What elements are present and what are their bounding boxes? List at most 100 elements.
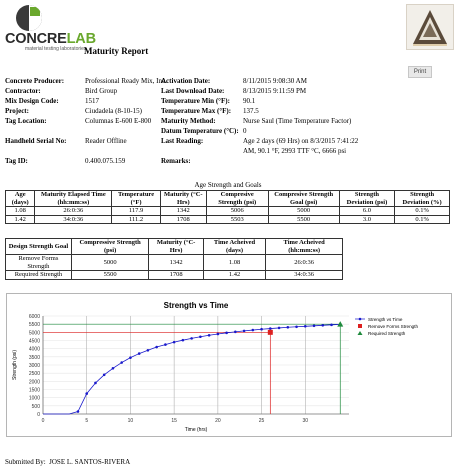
info-value: 137.5 [243,107,259,115]
info-label: Contractor: [5,87,41,95]
table-cell: 5503 [205,214,269,224]
strength-point [260,327,263,331]
strength-point [286,325,290,329]
strength-point [190,337,193,340]
column-header: Maturity (°C-Hrs) [148,238,204,255]
table-cell: Required Strength [5,270,72,280]
info-label: Concrete Producer: [5,77,65,85]
company-tagline: material testing laboratories [25,46,87,52]
strength-point [85,392,89,395]
table-row: 1.42 34:0:36 111.2 1708 5503 5500 3.0 0.1% [4,214,450,224]
submitted-by: Submitted By: JOSE L. SANTOS-RIVERA [5,458,131,466]
table-cell: 1.08 [202,254,267,271]
strength-point [312,324,316,328]
table-cell: 111.2 [111,214,161,224]
remove-forms-marker [267,329,273,335]
info-value: 1517 [85,97,99,105]
strength-point [330,323,333,327]
strength-chart: Strength vs Time 0 500 1000 1500 2000 2500 3000… [6,293,452,437]
strength-chart-svg: Strength vs Time 0 500 1000 1500 2000 2500 3000… [12,301,418,433]
column-header: Compresive Strength (psi) [205,190,269,207]
info-value: Ciudadela (8-10-15) [85,107,142,115]
table-cell: 5500 [267,214,340,224]
strength-point [111,366,115,370]
y-tick-label: 4500 [29,339,40,345]
info-value: 0 [243,127,247,135]
info-value: Nurse Saul (Time Temperature Factor) [243,117,352,125]
strength-point [321,324,325,327]
table-header-row: Design Strength Goal Compressive Strength… [5,238,343,255]
age-strength-table: Age (days) Maturity Elapsed Time (hh:mm:s… [4,190,450,224]
info-label: Last Download Date: [161,87,225,95]
info-value: 8/11/2015 9:08:30 AM [243,77,307,85]
strength-point [225,331,228,335]
info-value: Age 2 days (69 Hrs) on 8/3/2015 7:41:22 [243,137,359,145]
info-value: AM, 90.1 °F, 2993 TTF °C, 6666 psi [243,147,347,155]
print-button[interactable]: Print [408,66,432,78]
strength-point [207,333,211,337]
info-value: Columnas E-600 E-800 [85,117,152,125]
table-cell: 5006 [205,206,269,216]
strength-point [269,327,272,330]
legend-remove-forms-marker [358,324,362,328]
info-label: Mix Design Code: [5,97,59,105]
strength-point [181,338,185,342]
table-header-row: Age (days) Maturity Elapsed Time (hh:mm:s… [4,190,450,207]
table-row: Required Strength 5500 1708 1.42 34:0:36 [5,270,343,280]
goals-title: Age Strength and Goals [194,181,262,189]
table-cell: 3.0 [338,214,396,224]
column-header: Strength Deviation (%) [394,190,450,207]
table-cell: 26:0:36 [265,254,343,271]
x-tick-label: 10 [128,418,134,424]
info-label: Tag Location: [5,117,47,125]
info-label: Datum Temperature (°C): [161,127,239,135]
table-cell: 1708 [159,214,207,224]
strength-point [129,356,132,359]
y-tick-label: 4000 [29,347,40,353]
strength-point [137,352,141,355]
info-label: Handheld Serial No: [5,137,67,145]
table-cell: 5000 [267,206,340,216]
legend-required-marker [357,331,363,335]
x-tick-label: 0 [42,418,45,424]
info-value: 90.1 [243,97,256,105]
column-header: Age (days) [4,190,36,207]
info-label: Temperature Max (°F): [161,107,232,115]
strength-point [102,373,106,377]
company-brand: CONCRELAB [5,31,96,47]
strength-point [303,324,307,328]
table-cell: 6.0 [338,206,396,216]
chart-title: Strength vs Time [164,301,229,310]
strength-point [234,330,237,334]
info-value: Bird Group [85,87,118,95]
info-value: 0.400.075.159 [85,157,126,165]
table-cell: 0.1% [394,206,450,216]
table-cell: 1342 [148,254,204,271]
column-header: Temperature (°F) [111,190,161,207]
table-cell: 1708 [148,270,204,280]
table-cell: 1342 [159,206,207,216]
y-tick-label: 2000 [29,379,40,385]
y-tick-label: 500 [32,404,41,410]
column-header: Compresive Strength Goal (psi) [267,190,340,207]
x-axis-label: Time (hrs) [185,427,208,433]
y-tick-label: 6000 [29,314,40,320]
table-cell: 1.08 [4,206,36,216]
strength-point [172,340,176,344]
table-cell: 26:0:36 [34,206,113,216]
column-header: Time Acheived (hh:mm:ss) [265,238,343,255]
info-label: Project: [5,107,29,115]
table-cell: 1.42 [202,270,267,280]
strength-point [94,381,97,385]
strength-point [76,410,80,413]
strength-point [155,345,158,349]
info-label: Activation Date: [161,77,211,85]
y-tick-label: 2500 [29,371,40,377]
legend-remove-forms-label: Remove Forms Strength [368,324,418,329]
table-row: Remove Forms Strength 5000 1342 1.08 26:0:36 [5,254,343,271]
y-tick-label: 3500 [29,355,40,361]
info-label: Temperature Min (°F): [161,97,230,105]
strength-point [277,326,281,330]
y-tick-label: 1000 [29,396,40,402]
table-cell: Remove Forms Strength [5,254,72,271]
